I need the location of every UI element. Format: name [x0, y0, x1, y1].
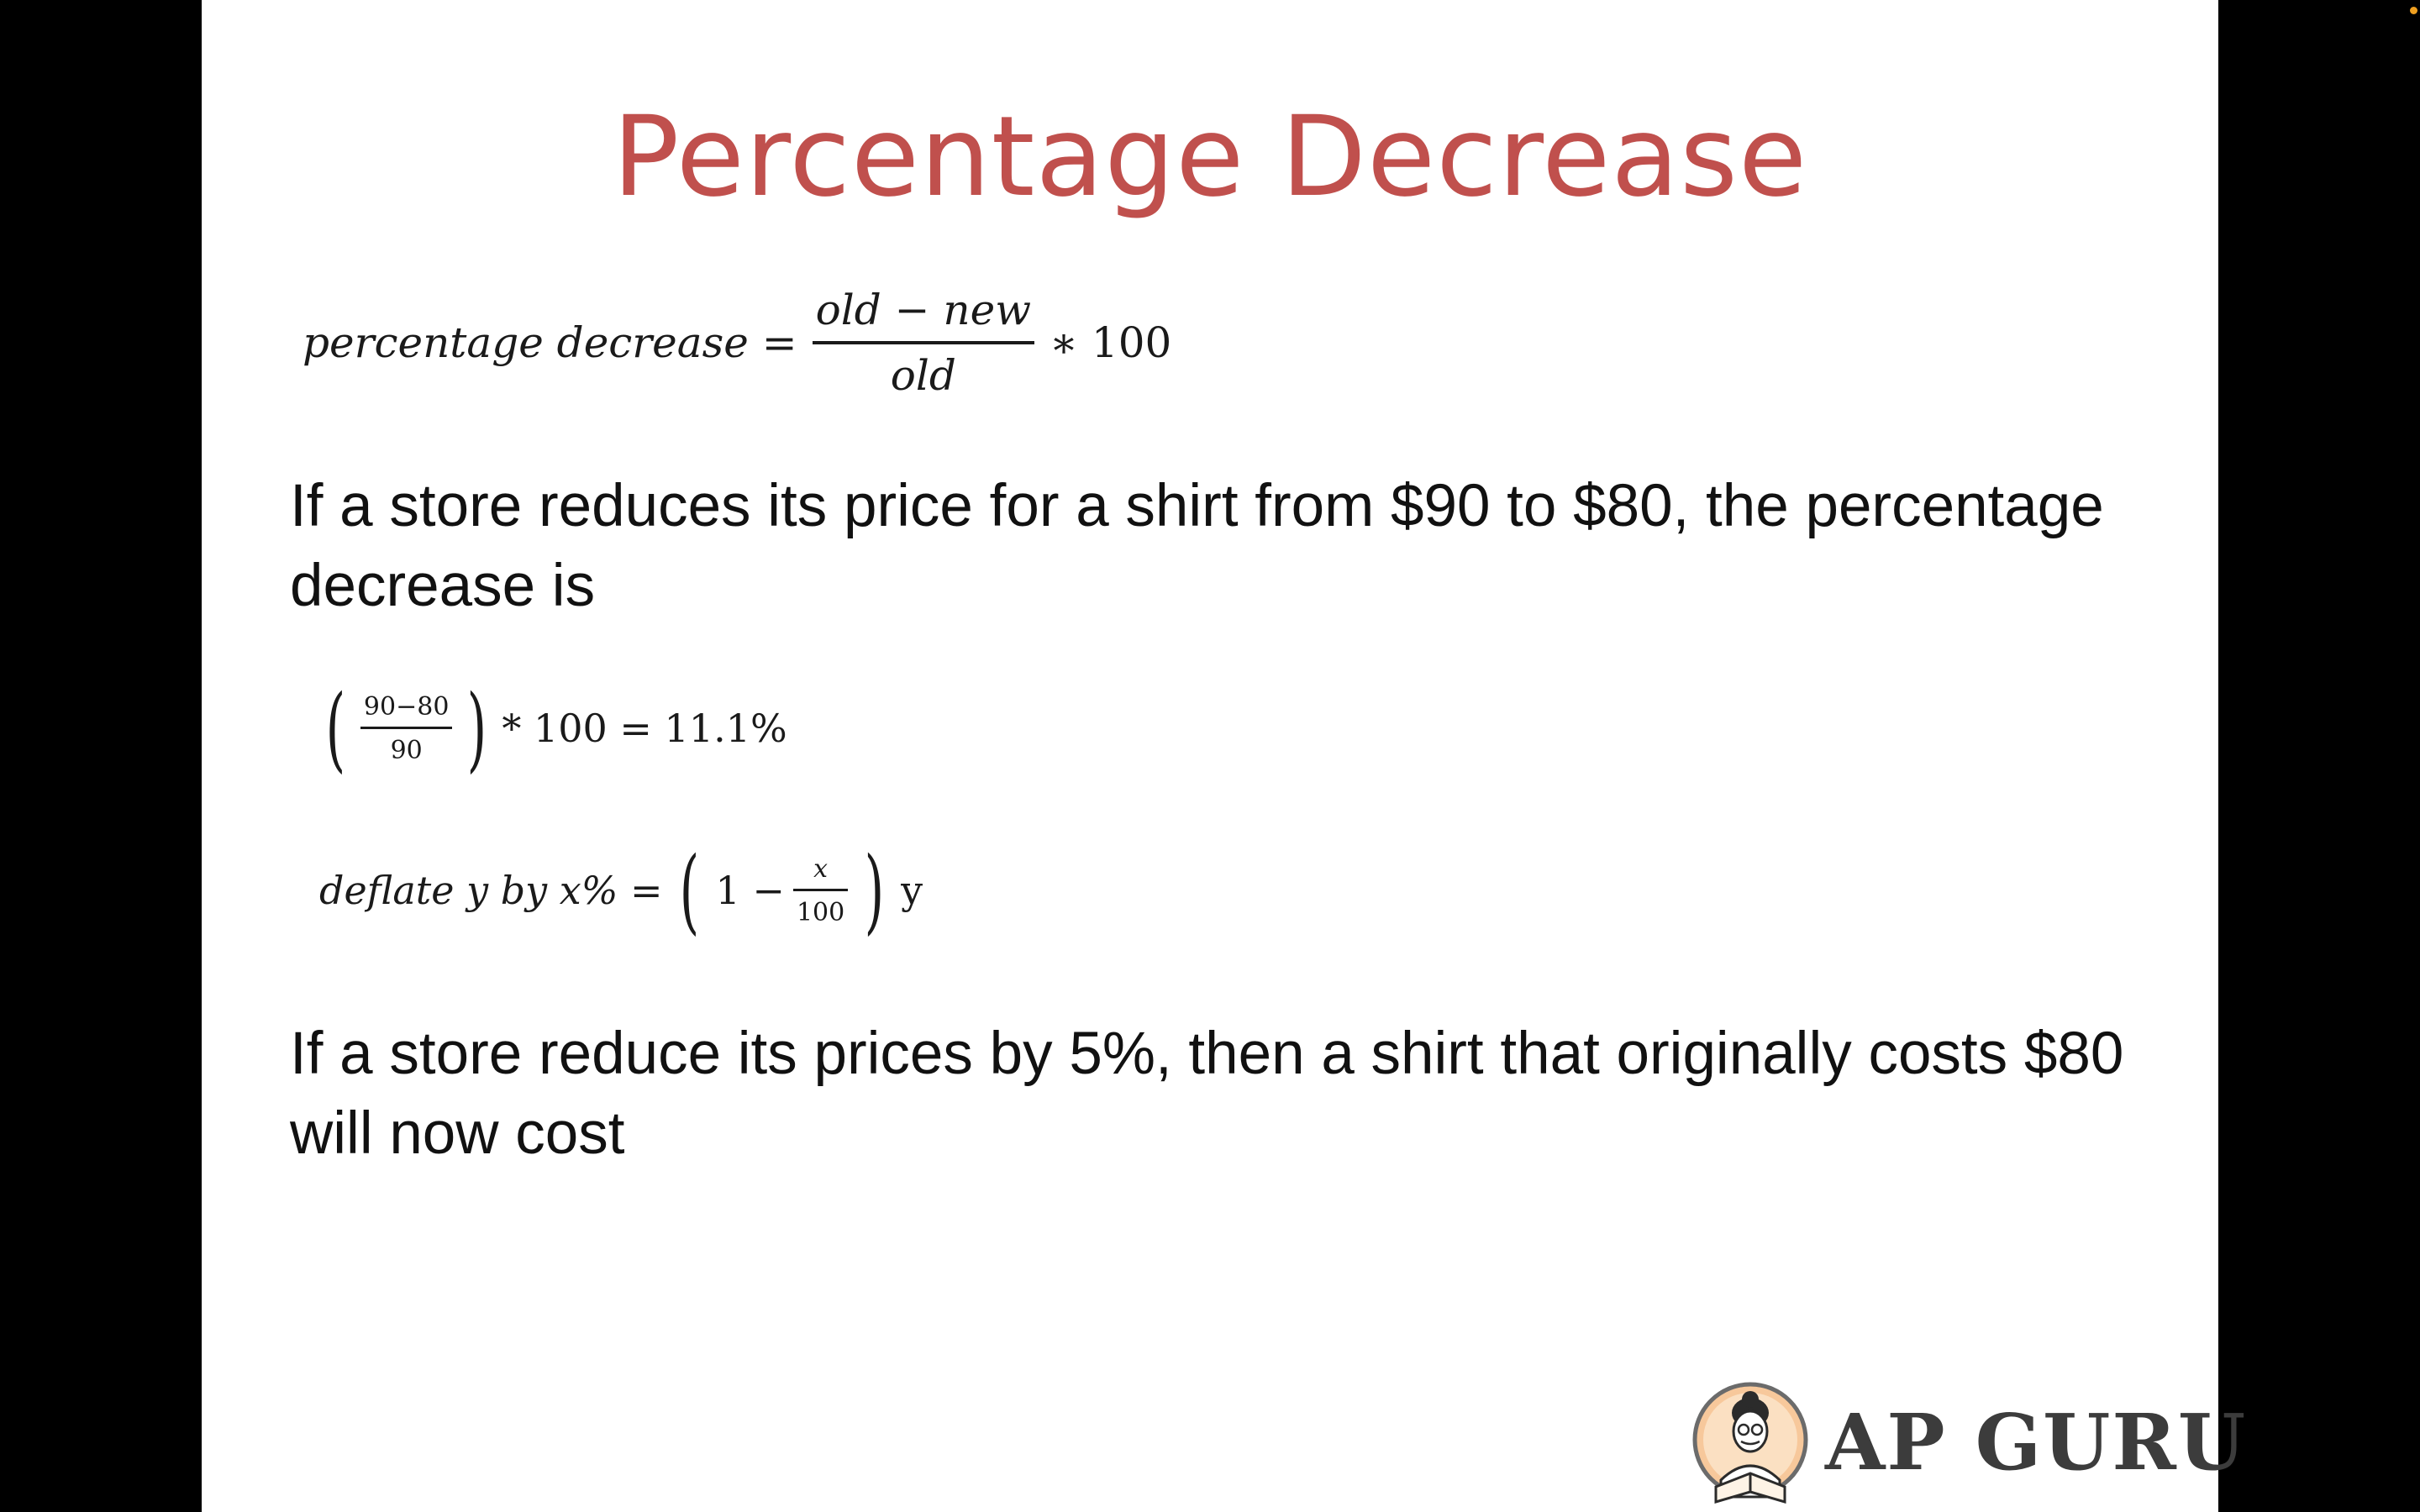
deflate-tail: y	[901, 868, 923, 913]
formula-lhs: percentage decrease =	[302, 318, 797, 367]
fraction-bar	[360, 726, 453, 729]
left-paren: (	[325, 675, 346, 782]
slide: Percentage Decrease percentage decrease …	[202, 0, 2245, 1512]
recording-indicator-icon	[2410, 7, 2417, 14]
deflate-denominator: 100	[796, 897, 845, 927]
calc-denominator: 90	[390, 735, 423, 765]
example2-text: If a store reduce its prices by 5%, then…	[290, 1021, 2124, 1167]
deflate-lhs: deflate y by x% =	[319, 868, 663, 913]
formula-denominator: old	[890, 351, 956, 400]
calc-rhs: * 100 = 11.1%	[502, 706, 787, 751]
ap-guru-logo: AP GURU	[1691, 1379, 2247, 1505]
right-paren: )	[864, 837, 885, 944]
example1-calculation: ( 90−80 90 ) * 100 = 11.1%	[318, 682, 787, 774]
fraction-bar	[792, 888, 849, 891]
calc-fraction: 90−80 90	[360, 691, 453, 765]
example1-text: If a store reduces its price for a shirt…	[290, 473, 2104, 619]
formula-fraction: old − new old	[812, 286, 1034, 400]
calc-numerator: 90−80	[363, 691, 450, 722]
deflate-fraction: x 100	[792, 853, 849, 927]
reading-person-avatar-icon	[1691, 1379, 1810, 1505]
fraction-bar	[812, 341, 1034, 344]
deflate-numerator: x	[813, 853, 829, 884]
right-paren: )	[467, 675, 487, 782]
percentage-decrease-formula: percentage decrease = old − new old ∗ 10…	[302, 286, 1171, 400]
deflate-formula: deflate y by x% = ( 1 − x 100 ) y	[319, 844, 923, 937]
deflate-one-minus: 1 −	[715, 868, 785, 913]
slide-title: Percentage Decrease	[612, 92, 1808, 222]
formula-rhs: ∗ 100	[1050, 318, 1172, 367]
logo-text: AP GURU	[1825, 1397, 2248, 1488]
formula-numerator: old − new	[815, 286, 1031, 334]
left-paren: (	[679, 837, 699, 944]
